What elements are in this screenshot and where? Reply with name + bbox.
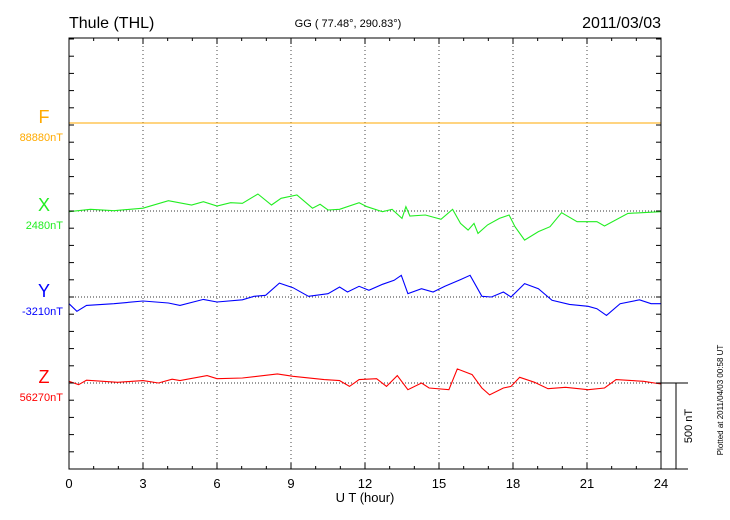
x-tick-label: 18 [506,476,520,491]
baseline-value-f: 88880nT [20,132,64,144]
x-tick-label: 6 [213,476,220,491]
trace-y [68,274,661,317]
x-tick-label: 24 [654,476,668,491]
station-coordinates: GG ( 77.48°, 290.83°) [295,18,402,30]
x-tick-label: 0 [65,476,72,491]
x-tick-label: 21 [580,476,594,491]
station-title: Thule (THL) [69,15,154,32]
baseline-value-z: 56270nT [20,392,64,404]
component-label-x: X [38,195,50,215]
component-label-y: Y [38,281,50,301]
grid [69,38,661,469]
x-axis-label: U T (hour) [336,490,395,505]
trace-z [68,368,662,396]
x-tick-label: 9 [287,476,294,491]
component-label-f: F [39,107,50,127]
baseline-value-y: -3210nT [22,306,63,318]
component-label-z: Z [39,367,50,387]
plot-date: 2011/03/03 [582,15,661,32]
series-traces [68,122,662,396]
x-tick-label: 3 [139,476,146,491]
series-labels: F 88880nT X 2480nT Y -3210nT Z 56270nT [20,107,64,404]
trace-x [68,193,662,241]
axis-ticks: 0 3 6 9 12 15 18 21 24 [65,38,668,491]
plotted-at-note: Plotted at 2011/04/03 00:58 UT [716,345,725,456]
scale-bar [661,382,688,470]
scale-bar-label: 500 nT [683,409,695,444]
baseline-value-x: 2480nT [26,220,64,232]
x-tick-label: 12 [358,476,372,491]
x-tick-label: 15 [432,476,446,491]
